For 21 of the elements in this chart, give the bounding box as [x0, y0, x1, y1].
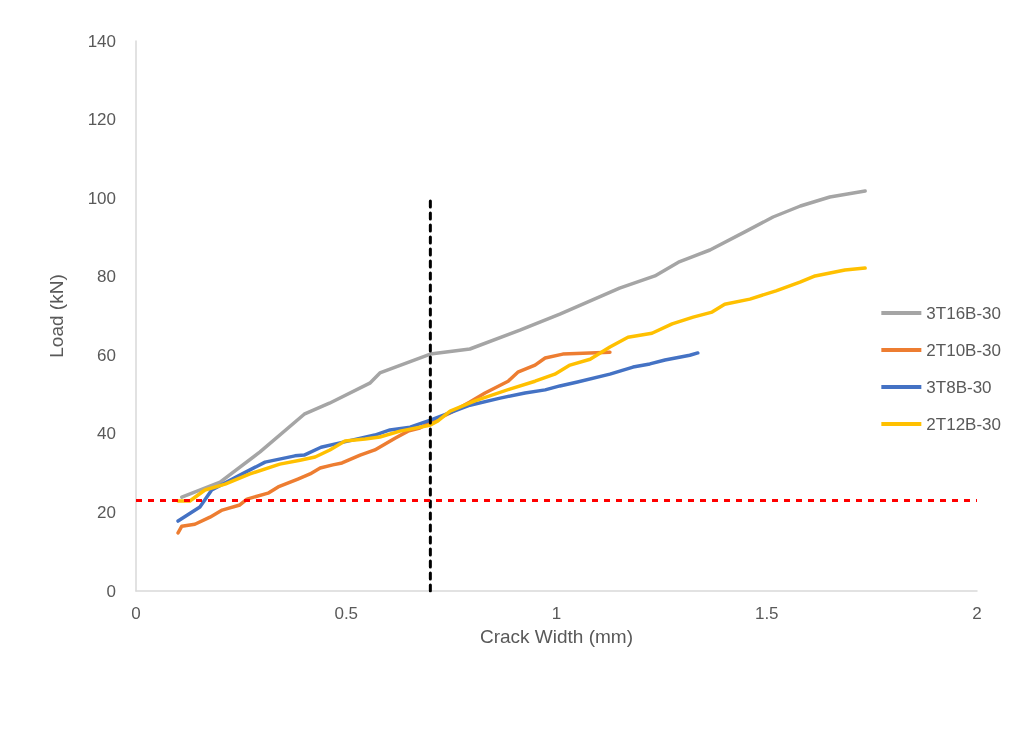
y-tick-label: 120 — [87, 110, 116, 130]
x-tick-label: 2 — [972, 604, 982, 623]
x-tick-label: 0 — [131, 604, 141, 623]
y-tick-label: 100 — [87, 188, 116, 208]
legend-label: 2T12B-30 — [926, 414, 1002, 434]
legend-label: 3T16B-30 — [926, 303, 1002, 323]
y-tick-label: 80 — [97, 267, 116, 287]
x-axis-title: Crack Width (mm) — [479, 625, 634, 647]
y-tick-label: 40 — [97, 424, 116, 444]
x-tick-label: 1 — [551, 604, 562, 623]
y-axis-title: Load (kN) — [46, 274, 67, 358]
legend-label: 2T10B-30 — [926, 340, 1002, 360]
line-series — [180, 189, 867, 499]
y-tick-label: 60 — [97, 345, 116, 365]
y-tick-label: 0 — [106, 581, 116, 601]
line-series — [176, 266, 867, 503]
x-tick-label: 1.5 — [754, 604, 779, 623]
x-tick-label: 0.5 — [334, 604, 359, 623]
y-tick-label: 140 — [87, 31, 116, 51]
y-tick-label: 20 — [97, 502, 116, 522]
legend-label: 3T8B-30 — [926, 377, 992, 397]
